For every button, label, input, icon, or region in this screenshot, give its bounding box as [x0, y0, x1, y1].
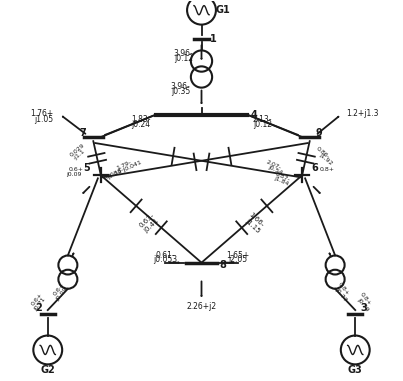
Text: 0.6+: 0.6+	[69, 167, 84, 172]
Text: 0.87-: 0.87-	[274, 171, 291, 182]
Text: j0.12: j0.12	[253, 120, 272, 129]
Text: j0.24: j0.24	[131, 120, 150, 129]
Text: j0.54: j0.54	[267, 165, 283, 176]
Text: j0.41: j0.41	[143, 217, 160, 234]
Text: 6: 6	[311, 163, 318, 173]
Text: 9: 9	[316, 128, 322, 138]
Text: 2: 2	[35, 303, 42, 313]
Text: 7: 7	[79, 128, 86, 138]
Text: G1: G1	[215, 5, 230, 15]
Text: 1.79-: 1.79-	[115, 160, 132, 171]
Text: G2: G2	[40, 365, 55, 375]
Text: 2.07-: 2.07-	[265, 160, 282, 171]
Text: j1.15: j1.15	[245, 217, 262, 234]
Text: 8: 8	[220, 259, 226, 269]
Text: 3.96-: 3.96-	[171, 82, 191, 91]
Text: j1.09 j0.041: j1.09 j0.041	[107, 160, 143, 180]
Text: 2.26+j2: 2.26+j2	[187, 302, 216, 311]
Text: 5: 5	[83, 163, 90, 173]
Text: 0.86-: 0.86-	[315, 146, 331, 160]
Text: j0.35: j0.35	[171, 87, 190, 96]
Text: G3: G3	[348, 365, 363, 375]
Text: 0.6+: 0.6+	[31, 292, 44, 307]
Text: 0.8+: 0.8+	[319, 167, 334, 172]
Text: j0.12: j0.12	[174, 54, 193, 63]
Text: 0.8+: 0.8+	[337, 282, 351, 297]
Text: 0.033-: 0.033-	[105, 167, 125, 180]
Text: j1.05: j1.05	[34, 115, 54, 123]
Text: j0.09: j0.09	[55, 287, 69, 302]
Text: 1.66-: 1.66-	[247, 212, 264, 229]
Text: 1.2+j1.3: 1.2+j1.3	[346, 109, 378, 118]
Text: 0.63-: 0.63-	[139, 212, 156, 229]
Text: 3: 3	[360, 303, 367, 313]
Text: 1.83-: 1.83-	[131, 115, 150, 124]
Text: 2.13-: 2.13-	[253, 115, 272, 124]
Text: j0.71: j0.71	[33, 297, 47, 312]
Text: j0.053: j0.053	[154, 255, 177, 264]
Text: 0.6+: 0.6+	[52, 282, 66, 297]
Text: 1.65+: 1.65+	[226, 251, 249, 259]
Text: 1: 1	[210, 34, 217, 44]
Text: j0.77: j0.77	[334, 287, 348, 302]
Text: j0.79: j0.79	[356, 297, 370, 312]
Text: j2.05: j2.05	[228, 255, 247, 264]
Text: 4: 4	[251, 110, 257, 120]
Text: -j1.1: -j1.1	[73, 149, 86, 161]
Text: 0.8+: 0.8+	[359, 292, 372, 307]
Text: 1.76+: 1.76+	[30, 109, 54, 118]
Text: j1.92: j1.92	[318, 152, 333, 166]
Text: 3.96-: 3.96-	[173, 49, 193, 58]
Text: 0.029: 0.029	[69, 142, 85, 158]
Text: j0.09: j0.09	[66, 172, 82, 177]
Text: j1.84: j1.84	[273, 176, 289, 187]
Text: 0.61-: 0.61-	[156, 251, 175, 259]
